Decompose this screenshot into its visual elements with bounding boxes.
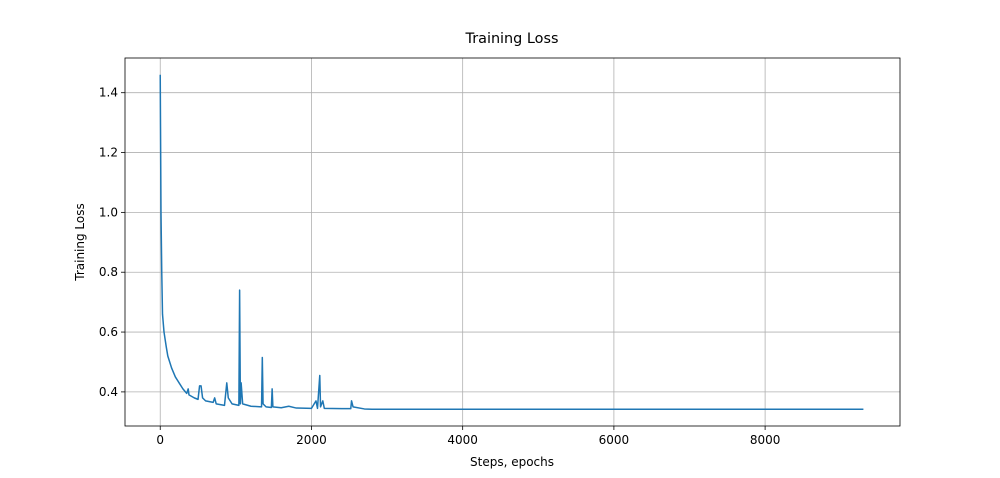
loss-line bbox=[159, 74, 864, 410]
x-tick-label: 4000 bbox=[447, 433, 478, 447]
y-axis-label: Training Loss bbox=[73, 203, 87, 281]
y-tick-label: 1.2 bbox=[99, 146, 118, 160]
y-tick-label: 0.6 bbox=[99, 325, 118, 339]
y-tick-label: 1.0 bbox=[99, 205, 118, 219]
x-tick-label: 8000 bbox=[750, 433, 781, 447]
y-tick-label: 0.8 bbox=[99, 265, 118, 279]
plot-frame bbox=[124, 57, 901, 427]
chart-title: Training Loss bbox=[465, 31, 559, 47]
x-tick-label: 2000 bbox=[296, 433, 327, 447]
y-tick-label: 0.4 bbox=[99, 385, 118, 399]
x-tick-label: 6000 bbox=[599, 433, 630, 447]
y-tick-label: 1.4 bbox=[99, 86, 118, 100]
x-axis-label: Steps, epochs bbox=[470, 455, 554, 469]
x-tick-label: 0 bbox=[156, 433, 164, 447]
